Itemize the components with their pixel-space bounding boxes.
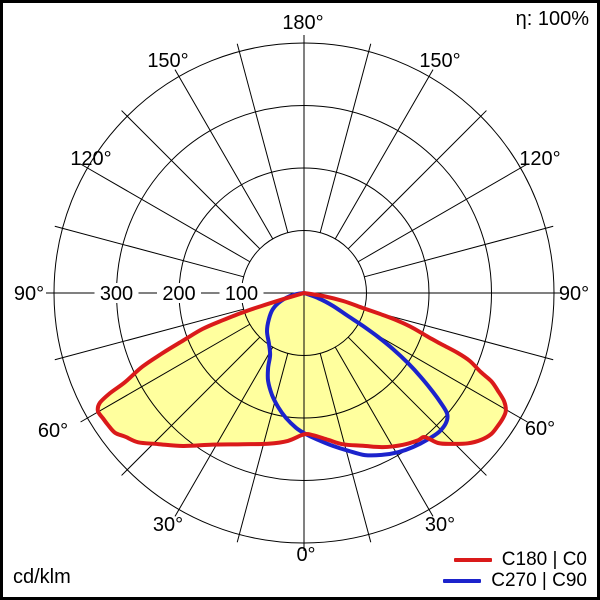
angle-label: 120°: [70, 148, 111, 170]
legend-label-c180-c0: C180 | C0: [501, 548, 587, 570]
polar-chart: 300 200 100 0° 30° 30° 60° 60° 90° 90° 120° 120° 150…: [14, 12, 589, 566]
grid-radial-line: [54, 225, 244, 278]
grid-radial-line: [334, 69, 434, 240]
angle-label: 0°: [296, 544, 315, 566]
grid-radial-line: [80, 323, 251, 423]
radial-scale-label: 200: [162, 283, 195, 305]
legend-swatch-c270-c90: [443, 578, 482, 583]
angle-label: 60°: [525, 418, 555, 440]
grid-radial-line: [121, 336, 261, 476]
legend: C180 | C0 C270 | C90: [443, 549, 587, 591]
grid-radial-line: [319, 353, 372, 543]
grid-radial-line: [236, 43, 289, 233]
grid-radial-line: [357, 163, 528, 263]
angle-label: 150°: [419, 50, 460, 72]
radial-scale-label-bg: [219, 283, 264, 303]
efficiency-value: η: 100%: [515, 8, 589, 30]
angle-label: 90°: [559, 283, 589, 305]
grid-radial-line: [121, 110, 261, 250]
grid-radial-line: [334, 346, 434, 517]
legend-swatch-c180-c0: [453, 557, 492, 562]
grid-radial-line: [54, 308, 244, 361]
angle-label: 30°: [153, 514, 183, 536]
radial-scale-label-bg: [157, 283, 201, 303]
radial-scale-label: 300: [100, 283, 133, 305]
curve-c270-c90: [265, 291, 450, 458]
grid-radial-line: [364, 308, 554, 361]
grid-radial-line: [80, 163, 251, 263]
grid-radial-line: [236, 353, 289, 543]
legend-label-c270-c90: C270 | C90: [491, 569, 587, 591]
grid-radial-line: [347, 336, 487, 476]
angle-label: 90°: [14, 283, 44, 305]
radial-scale-label-bg: [94, 283, 139, 303]
grid-radial-line: [319, 43, 372, 233]
grid-radial-line: [347, 110, 487, 250]
grid-radial-line: [174, 346, 274, 517]
angle-label: 180°: [282, 12, 323, 34]
radial-scale-label: 100: [225, 283, 258, 305]
angle-label: 150°: [147, 50, 188, 72]
angle-label: 120°: [519, 148, 560, 170]
unit-label: cd/klm: [13, 566, 71, 588]
legend-item-c180-c0: C180 | C0: [453, 548, 587, 570]
angle-label: 30°: [425, 514, 455, 536]
legend-item-c270-c90: C270 | C90: [443, 570, 587, 591]
angle-label: 60°: [38, 420, 68, 442]
grid-radial-line: [174, 69, 274, 240]
grid-radial-line: [364, 225, 554, 278]
grid-radial-line: [357, 323, 528, 423]
curve-c180-c0: [95, 291, 508, 450]
